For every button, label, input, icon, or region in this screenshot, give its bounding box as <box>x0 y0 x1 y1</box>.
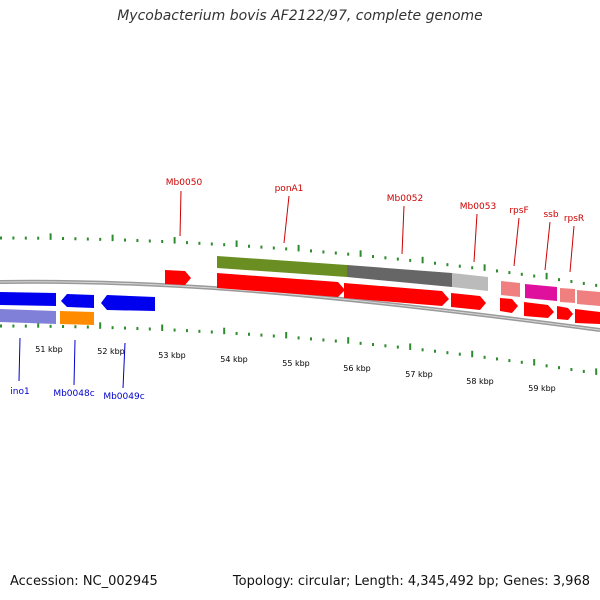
cog-bar-rpsF[interactable] <box>501 281 520 297</box>
cog-bar-next[interactable] <box>577 290 600 306</box>
gene-arrow-next[interactable] <box>575 309 600 324</box>
kbp-label-59: 59 kbp <box>528 384 556 393</box>
forward-leaders <box>179 190 575 273</box>
genome-backbone-highlight <box>0 281 600 331</box>
gene-arrow-Mb0049c[interactable] <box>101 295 155 311</box>
gene-label-rpsF[interactable]: rpsF <box>509 206 528 216</box>
kbp-label-55: 55 kbp <box>282 359 310 368</box>
gene-arrow-rpsR[interactable] <box>557 306 573 320</box>
accession-text: Accession: NC_002945 <box>10 574 158 589</box>
map-title: Mycobacterium bovis AF2122/97, complete … <box>117 8 483 24</box>
cog-bar-Mb0052[interactable] <box>347 265 452 287</box>
gene-label-ponA1[interactable]: ponA1 <box>275 184 304 194</box>
bottom-tick-track <box>0 321 598 375</box>
kbp-label-58: 58 kbp <box>466 377 494 386</box>
cog-bar-ino1[interactable] <box>0 309 56 324</box>
gene-label-Mb0048c[interactable]: Mb0048c <box>53 389 94 399</box>
gene-arrow-Mb0052[interactable] <box>344 283 449 306</box>
gene-label-Mb0052[interactable]: Mb0052 <box>387 194 423 204</box>
cog-bar-ssb[interactable] <box>525 284 557 301</box>
genome-stats-text: Topology: circular; Length: 4,345,492 bp… <box>232 574 590 589</box>
kbp-label-54: 54 kbp <box>220 355 248 364</box>
gene-arrow-Mb0050[interactable] <box>165 270 191 285</box>
cog-bar-Mb0048c[interactable] <box>60 311 94 325</box>
gene-arrow-ino1[interactable] <box>0 292 56 306</box>
gene-arrow-Mb0053[interactable] <box>451 293 486 310</box>
kbp-label-53: 53 kbp <box>158 351 186 360</box>
gene-label-Mb0049c[interactable]: Mb0049c <box>103 392 144 402</box>
gene-arrow-Mb0048c[interactable] <box>61 294 94 308</box>
gene-arrow-ponA1[interactable] <box>217 273 345 297</box>
gene-label-Mb0053[interactable]: Mb0053 <box>460 202 496 212</box>
kbp-label-52: 52 kbp <box>97 347 125 356</box>
top-tick-track <box>0 233 598 287</box>
gene-label-ssb[interactable]: ssb <box>543 210 558 220</box>
kbp-label-51: 51 kbp <box>35 345 63 354</box>
cog-bar-Mb0053[interactable] <box>452 273 488 291</box>
gene-arrow-rpsF[interactable] <box>500 298 518 313</box>
kbp-label-57: 57 kbp <box>405 370 433 379</box>
cog-bar-ponA1[interactable] <box>217 256 347 277</box>
gene-label-ino1[interactable]: ino1 <box>10 387 29 397</box>
reverse-leaders <box>18 337 126 389</box>
gene-arrow-ssb[interactable] <box>524 302 554 318</box>
gene-label-rpsR[interactable]: rpsR <box>564 214 584 224</box>
kbp-label-56: 56 kbp <box>343 364 371 373</box>
cog-bar-rpsR[interactable] <box>560 288 575 303</box>
gene-label-Mb0050[interactable]: Mb0050 <box>166 178 203 188</box>
